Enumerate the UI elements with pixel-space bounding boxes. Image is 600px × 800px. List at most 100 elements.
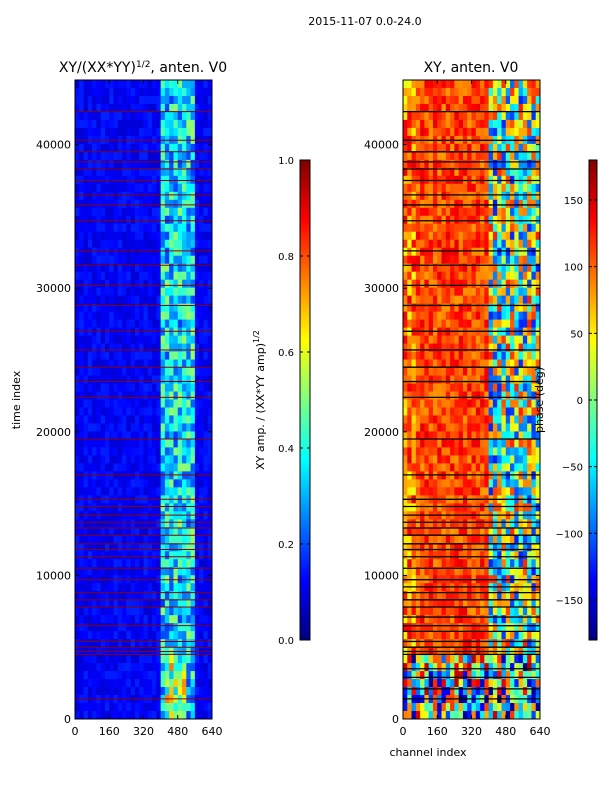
heatmap-cell <box>531 447 537 456</box>
heatmap-cell <box>156 439 162 448</box>
heatmap-cell <box>445 607 451 616</box>
heatmap-cell <box>199 183 204 193</box>
heatmap-cell <box>518 615 524 624</box>
heatmap-cell <box>75 679 80 688</box>
heatmap-cell <box>160 95 166 105</box>
heatmap-cell <box>424 191 430 201</box>
heatmap-cell <box>505 463 511 472</box>
heatmap-cell <box>207 223 213 233</box>
heatmap-cell <box>169 143 174 153</box>
heatmap-cell <box>207 127 213 137</box>
heatmap-cell <box>203 431 209 440</box>
heatmap-cell <box>147 487 153 496</box>
heatmap-cell <box>497 247 502 257</box>
heatmap-cell <box>147 423 153 432</box>
heatmap-cell <box>203 303 209 313</box>
heatmap-cell <box>207 447 213 456</box>
heatmap-cell <box>420 543 425 552</box>
heatmap-cell <box>130 319 136 329</box>
heatmap-cell <box>432 311 438 321</box>
heatmap-cell <box>445 567 451 576</box>
heatmap-cell <box>505 215 511 225</box>
heatmap-cell <box>92 111 97 121</box>
heatmap-cell <box>186 319 191 329</box>
heatmap-cell <box>432 80 438 89</box>
heatmap-cell <box>177 343 183 352</box>
heatmap-cell <box>139 535 144 544</box>
heatmap-cell <box>182 319 187 329</box>
heatmap-cell <box>104 551 110 560</box>
heatmap-cell <box>113 663 119 672</box>
heatmap-cell <box>126 295 132 305</box>
heatmap-cell <box>403 623 408 632</box>
heatmap-cell <box>462 263 468 273</box>
heatmap-cell <box>186 383 191 392</box>
heatmap-cell <box>420 567 425 576</box>
heatmap-cell <box>130 143 136 153</box>
heatmap-cell <box>130 551 136 560</box>
heatmap-cell <box>177 447 183 456</box>
heatmap-cell <box>182 359 187 368</box>
heatmap-cell <box>152 351 157 360</box>
heatmap-cell <box>471 487 477 496</box>
heatmap-cell <box>531 439 537 448</box>
heatmap-cell <box>96 615 102 624</box>
heatmap-cell <box>467 351 472 360</box>
heatmap-cell <box>190 95 196 105</box>
heatmap-cell <box>445 639 451 648</box>
heatmap-cell <box>160 119 166 129</box>
heatmap-cell <box>488 535 494 544</box>
heatmap-cell <box>505 423 511 432</box>
heatmap-cell <box>445 503 451 512</box>
heatmap-cell <box>531 295 537 305</box>
heatmap-cell <box>450 519 455 528</box>
heatmap-cell <box>156 327 162 336</box>
heatmap-cell <box>492 535 498 544</box>
heatmap-cell <box>437 95 442 105</box>
heatmap-cell <box>104 183 110 193</box>
heatmap-cell <box>445 111 451 121</box>
heatmap-cell <box>109 423 114 432</box>
heatmap-cell <box>122 407 127 416</box>
heatmap-cell <box>96 487 102 496</box>
heatmap-cell <box>109 615 114 624</box>
heatmap-cell <box>441 199 447 209</box>
heatmap-cell <box>467 191 472 201</box>
heatmap-cell <box>484 623 490 632</box>
heatmap-cell <box>420 95 425 105</box>
heatmap-cell <box>501 431 507 440</box>
heatmap-cell <box>194 567 200 576</box>
heatmap-cell <box>147 415 153 424</box>
heatmap-cell <box>510 463 515 472</box>
heatmap-cell <box>96 191 102 201</box>
heatmap-cell <box>531 80 537 89</box>
heatmap-cell <box>407 615 412 624</box>
heatmap-cell <box>475 439 481 448</box>
heatmap-cell <box>75 471 80 480</box>
heatmap-cell <box>497 559 502 568</box>
heatmap-cell <box>471 607 477 616</box>
heatmap-cell <box>117 367 123 376</box>
heatmap-cell <box>428 111 434 121</box>
heatmap-cell <box>450 359 455 368</box>
heatmap-cell <box>424 295 430 305</box>
heatmap-cell <box>194 351 200 360</box>
heatmap-cell <box>207 487 213 496</box>
heatmap-cell <box>113 80 119 89</box>
heatmap-cell <box>143 447 149 456</box>
heatmap-cell <box>441 87 447 97</box>
heatmap-cell <box>535 559 541 568</box>
heatmap-cell <box>207 423 213 432</box>
heatmap-cell <box>169 639 174 648</box>
heatmap-cell <box>471 303 477 313</box>
heatmap-cell <box>441 487 447 496</box>
heatmap-cell <box>96 183 102 193</box>
heatmap-cell <box>156 591 162 600</box>
heatmap-cell <box>139 623 144 632</box>
heatmap-cell <box>96 599 102 608</box>
heatmap-cell <box>462 191 468 201</box>
heatmap-cell <box>160 535 166 544</box>
heatmap-cell <box>424 343 430 352</box>
heatmap-cell <box>100 375 106 384</box>
heatmap-cell <box>441 351 447 360</box>
